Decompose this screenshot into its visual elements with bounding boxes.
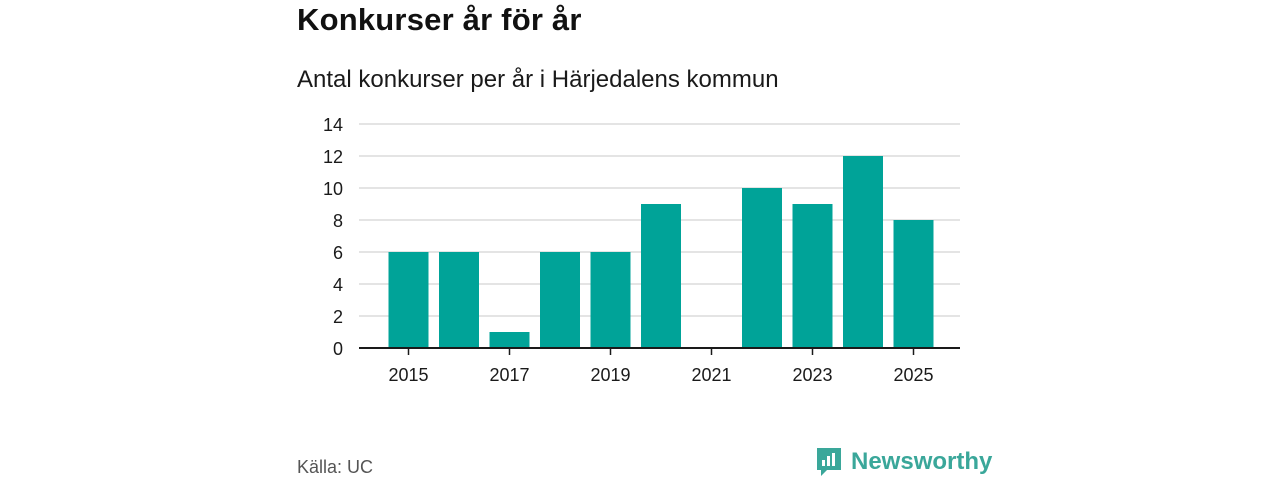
y-tick-label-6: 6: [333, 243, 343, 263]
brand-name: Newsworthy: [851, 448, 993, 475]
bar-2017: [489, 332, 530, 348]
y-tick-label-2: 2: [333, 307, 343, 327]
x-tick-label-2023: 2023: [792, 365, 832, 385]
axes: 0 2 4 6 8 10 12 14 2015 2017 2019 2021 2023 2025: [323, 115, 960, 385]
source-label: Källa: UC: [297, 457, 374, 477]
bar-2024: [843, 156, 883, 348]
brand-logo-group[interactable]: Newsworthy: [815, 446, 992, 478]
bars: [388, 156, 934, 348]
chart-subtitle: Antal konkurser per år i Härjedalens kom…: [297, 66, 779, 93]
y-tick-label-14: 14: [323, 115, 343, 135]
bar-2015: [388, 252, 429, 348]
bar-2020: [641, 204, 681, 348]
bar-2018: [540, 252, 580, 348]
x-tick-label-2021: 2021: [691, 365, 731, 385]
y-tick-label-0: 0: [333, 339, 343, 359]
y-tick-label-12: 12: [323, 147, 343, 167]
bar-2023: [792, 204, 833, 348]
y-tick-label-10: 10: [323, 179, 343, 199]
x-tick-label-2019: 2019: [590, 365, 630, 385]
y-tick-label-4: 4: [333, 275, 343, 295]
chart-title: Konkurser år för år: [297, 2, 582, 37]
bar-2025: [893, 220, 934, 348]
bar-2019: [590, 252, 631, 348]
bar-2022: [742, 188, 782, 348]
y-tick-label-8: 8: [333, 211, 343, 231]
x-tick-label-2015: 2015: [388, 365, 428, 385]
bar-chart: 0 2 4 6 8 10 12 14 2015 2017 2019 2021 2023 2025: [323, 115, 960, 385]
x-tick-label-2017: 2017: [489, 365, 529, 385]
newsworthy-logo-icon: [815, 446, 843, 478]
bar-2016: [439, 252, 479, 348]
x-tick-label-2025: 2025: [893, 365, 933, 385]
